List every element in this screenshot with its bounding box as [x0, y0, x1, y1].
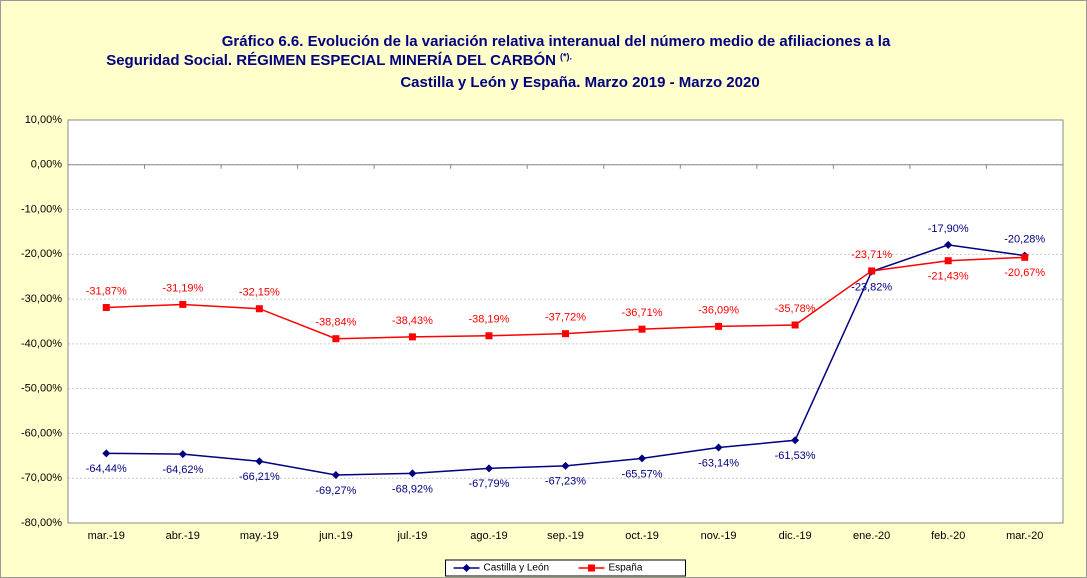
marker — [868, 267, 876, 275]
data-label: -64,44% — [86, 463, 127, 475]
x-tick-label: sep.-19 — [547, 530, 584, 542]
data-label: -37,72% — [545, 312, 586, 324]
y-tick-label: -30,00% — [21, 293, 62, 305]
data-label: -31,87% — [86, 285, 127, 297]
marker — [408, 469, 417, 478]
data-label: -65,57% — [622, 468, 663, 480]
data-label: -32,15% — [239, 287, 280, 299]
data-label: -38,43% — [392, 315, 433, 327]
x-tick-label: may.-19 — [240, 530, 279, 542]
marker — [638, 325, 646, 333]
legend-box — [445, 559, 686, 577]
data-label: -36,71% — [622, 307, 663, 319]
x-tick-label: abr.-19 — [166, 530, 200, 542]
y-tick-label: -50,00% — [21, 383, 62, 395]
x-tick-label: mar.-20 — [1006, 530, 1043, 542]
marker — [178, 450, 187, 459]
marker — [715, 322, 723, 330]
data-label: -35,78% — [775, 303, 816, 315]
y-tick-label: -80,00% — [21, 517, 62, 529]
plot-border — [67, 119, 1064, 524]
data-label: -38,19% — [468, 314, 509, 326]
x-tick-label: ene.-20 — [853, 530, 890, 542]
x-tick-label: oct.-19 — [625, 530, 659, 542]
legend-label: Castilla y León — [484, 563, 550, 574]
data-label: -31,19% — [162, 282, 203, 294]
chart-title: Castilla y León y España. Marzo 2019 - M… — [400, 74, 759, 91]
y-tick-label: 10,00% — [25, 114, 63, 126]
marker — [102, 449, 111, 458]
x-tick-label: jul.-19 — [396, 530, 427, 542]
data-label: -36,09% — [698, 304, 739, 316]
x-tick-label: nov.-19 — [701, 530, 737, 542]
marker — [255, 305, 263, 313]
x-tick-label: mar.-19 — [88, 530, 125, 542]
title-note: (*). — [560, 51, 572, 61]
marker — [484, 464, 493, 473]
plot-area — [68, 120, 1063, 523]
marker — [944, 257, 952, 265]
y-tick-label: 0,00% — [31, 159, 62, 171]
marker — [791, 436, 800, 445]
legend-marker — [462, 564, 471, 572]
data-label: -69,27% — [315, 485, 356, 497]
marker — [331, 470, 340, 479]
marker — [1021, 253, 1029, 261]
data-label: -20,67% — [1004, 267, 1045, 279]
y-tick-label: -10,00% — [21, 203, 62, 215]
data-label: -64,62% — [162, 464, 203, 476]
marker — [561, 461, 570, 470]
y-tick-label: -40,00% — [21, 338, 62, 350]
data-label: -23,82% — [851, 281, 892, 293]
marker — [408, 333, 416, 341]
x-tick-label: jun.-19 — [318, 530, 353, 542]
data-label: -68,92% — [392, 483, 433, 495]
data-label: -21,43% — [928, 271, 969, 283]
marker — [485, 332, 493, 340]
legend-label: España — [609, 563, 643, 574]
x-tick-label: dic.-19 — [779, 530, 812, 542]
data-label: -63,14% — [698, 457, 739, 469]
chart-title: Gráfico 6.6. Evolución de la variación r… — [222, 33, 891, 50]
marker — [255, 457, 264, 466]
chart-title: Seguridad Social. RÉGIMEN ESPECIAL MINER… — [106, 51, 556, 69]
data-label: -67,79% — [468, 478, 509, 490]
marker — [102, 303, 110, 311]
x-tick-label: feb.-20 — [931, 530, 965, 542]
x-tick-label: ago.-19 — [470, 530, 507, 542]
marker — [332, 335, 340, 343]
data-label: -23,71% — [851, 249, 892, 261]
data-label: -66,21% — [239, 471, 280, 483]
marker — [791, 321, 799, 329]
marker — [562, 330, 569, 338]
y-tick-label: -20,00% — [21, 248, 62, 260]
y-tick-label: -70,00% — [21, 472, 62, 484]
marker — [714, 443, 723, 452]
data-label: -17,90% — [928, 223, 969, 235]
legend-marker — [588, 564, 595, 572]
marker — [638, 454, 647, 463]
data-label: -61,53% — [775, 450, 816, 462]
marker — [944, 240, 953, 249]
y-tick-label: -60,00% — [21, 427, 62, 439]
data-label: -38,84% — [315, 317, 356, 329]
data-label: -67,23% — [545, 476, 586, 488]
marker — [179, 300, 187, 308]
data-label: -20,28% — [1004, 233, 1045, 245]
